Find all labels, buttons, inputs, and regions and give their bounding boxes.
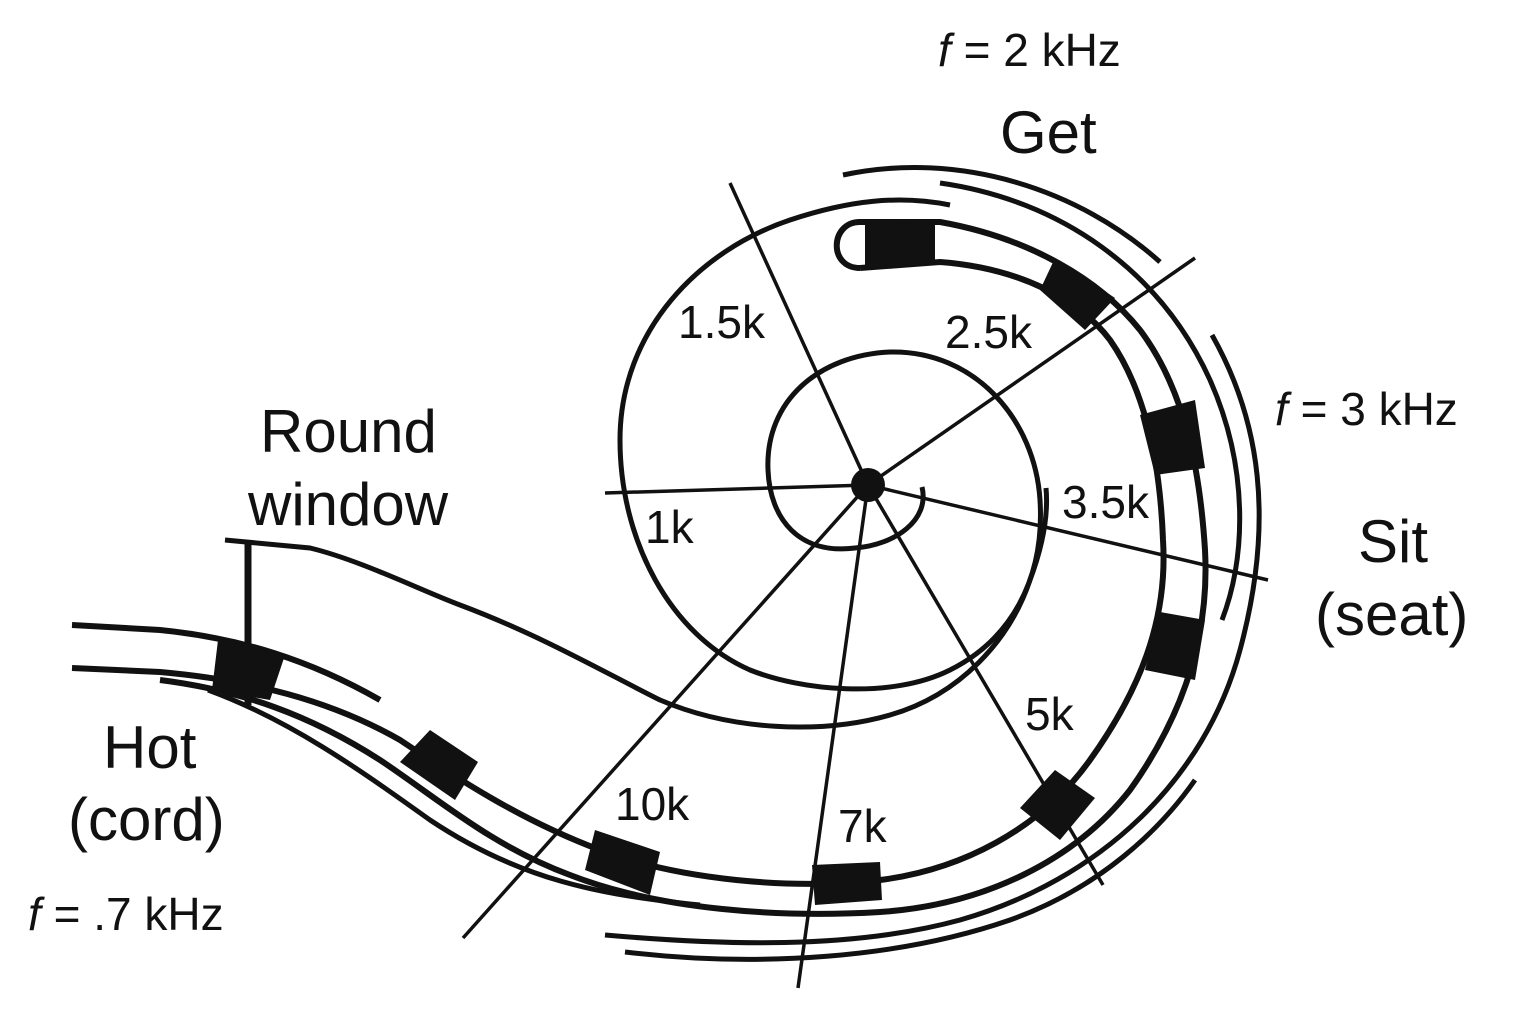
ray-label-2-5k: 2.5k — [945, 306, 1033, 358]
word-get: Get — [1000, 99, 1097, 166]
duct-markers — [212, 222, 1205, 905]
marker — [812, 862, 882, 905]
marker — [400, 730, 478, 800]
ray-label-1-5k: 1.5k — [678, 296, 766, 348]
marker — [1140, 400, 1205, 475]
label-window: window — [247, 471, 449, 538]
scala-wall-lower — [207, 687, 701, 908]
ray-1k — [604, 483, 869, 495]
word-hot: Hot — [103, 714, 197, 781]
marker — [1040, 258, 1115, 330]
outer-arc-top-2 — [939, 180, 1243, 621]
word-seat: (seat) — [1315, 581, 1468, 648]
spiral-center-dot — [851, 468, 885, 502]
radial-lines — [461, 182, 1269, 989]
marker — [1145, 612, 1205, 680]
duct-left-end — [71, 622, 382, 703]
ray-label-1k: 1k — [645, 501, 695, 553]
freq-label-top: f = 2 kHz — [938, 24, 1121, 76]
outer-arc-right — [604, 333, 1262, 946]
word-sit: Sit — [1358, 508, 1428, 575]
ray-5k — [866, 484, 1105, 886]
marker — [865, 222, 935, 268]
ray-label-7k: 7k — [838, 800, 888, 852]
freq-label-right: f = 3 kHz — [1275, 383, 1458, 435]
ray-label-10k: 10k — [615, 778, 690, 830]
duct-inner-edge — [159, 219, 1209, 917]
freq-label-left: f = .7 kHz — [28, 888, 224, 940]
scala-wall — [224, 487, 1050, 730]
marker — [585, 830, 660, 895]
word-cord: (cord) — [68, 786, 225, 853]
label-round: Round — [260, 398, 437, 465]
outer-arc-top-1 — [842, 165, 1162, 264]
inner-spiral — [617, 197, 1043, 692]
ray-7k — [796, 484, 870, 989]
outer-arc-bottom — [624, 778, 1198, 962]
ray-1-5k — [728, 182, 870, 486]
ray-3-5k — [867, 483, 1269, 582]
duct-tip — [833, 219, 861, 271]
ray-label-5k: 5k — [1025, 688, 1075, 740]
ray-label-3-5k: 3.5k — [1062, 476, 1150, 528]
ray-2-5k — [867, 256, 1196, 487]
ray-10k — [461, 483, 870, 940]
